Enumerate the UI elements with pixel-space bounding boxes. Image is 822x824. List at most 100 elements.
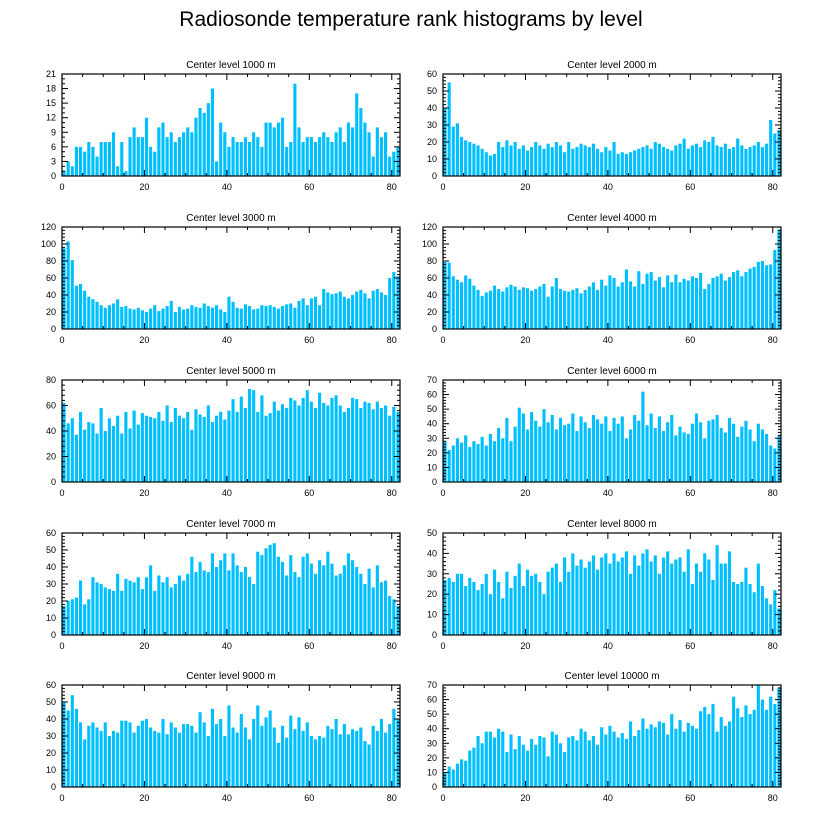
histogram-bar xyxy=(748,714,752,787)
histogram-panel-10: Center level 10000 m 0 20 40 60 80 0 10 20 30 40 50… xyxy=(427,671,782,803)
histogram-bar xyxy=(396,606,400,635)
histogram-bar xyxy=(235,307,239,329)
histogram-bar xyxy=(239,396,243,482)
histogram-bar xyxy=(563,425,567,482)
histogram-bar xyxy=(674,145,678,176)
histogram-bar xyxy=(359,289,363,329)
histogram-bar xyxy=(186,724,190,787)
histogram-bar xyxy=(313,573,318,635)
histogram-bar xyxy=(472,441,476,482)
y-tick-label: 40 xyxy=(46,562,56,572)
histogram-bar xyxy=(480,148,484,176)
y-tick-label: 60 xyxy=(427,390,437,400)
y-tick-label: 30 xyxy=(427,120,437,130)
histogram-bar xyxy=(534,289,538,329)
y-tick-label: 40 xyxy=(46,714,56,724)
histogram-bar xyxy=(223,553,227,635)
histogram-bar xyxy=(285,575,289,635)
histogram-bar xyxy=(583,145,587,176)
histogram-bar xyxy=(74,434,78,482)
histogram-bar xyxy=(120,720,124,787)
histogram-bar xyxy=(657,277,661,329)
histogram-bar xyxy=(628,152,633,176)
histogram-bar xyxy=(534,744,538,787)
histogram-bar xyxy=(674,274,678,329)
histogram-bar xyxy=(765,143,769,176)
histogram-bar xyxy=(202,112,206,176)
histogram-bar xyxy=(99,730,103,787)
histogram-bar xyxy=(575,565,579,635)
histogram-bar xyxy=(70,695,74,787)
histogram-bar xyxy=(264,306,268,329)
histogram-bar xyxy=(268,413,272,482)
x-tick-label: 20 xyxy=(139,793,149,803)
histogram-bar xyxy=(682,571,686,635)
y-tick-label: 20 xyxy=(427,753,437,763)
histogram-bar xyxy=(103,431,107,482)
histogram-bar xyxy=(694,413,699,482)
histogram-bar xyxy=(530,738,534,787)
histogram-bar xyxy=(773,133,777,176)
histogram-bar xyxy=(149,308,153,329)
histogram-bar xyxy=(252,719,256,787)
histogram-bar xyxy=(62,402,66,482)
histogram-bar xyxy=(83,604,87,635)
histogram-bar xyxy=(744,567,748,635)
histogram-bar xyxy=(272,306,276,329)
histogram-bar xyxy=(62,171,66,176)
histogram-bar xyxy=(678,282,682,329)
y-tick-label: 30 xyxy=(46,731,56,741)
histogram-bar xyxy=(144,719,149,787)
histogram-bar xyxy=(210,422,215,482)
histogram-bar xyxy=(144,415,149,482)
histogram-bar xyxy=(736,584,740,635)
y-tick-label: 3 xyxy=(51,156,56,166)
histogram-bar xyxy=(571,736,575,787)
x-tick-label: 0 xyxy=(440,793,445,803)
histogram-bar xyxy=(476,736,480,787)
y-tick-label: 60 xyxy=(46,401,56,411)
histogram-bar xyxy=(107,589,111,635)
histogram-bar xyxy=(505,571,509,635)
histogram-bar xyxy=(744,420,748,482)
histogram-bar xyxy=(579,293,583,329)
histogram-bar xyxy=(451,126,455,176)
histogram-bar xyxy=(190,556,194,635)
histogram-bar xyxy=(206,306,210,329)
histogram-bar xyxy=(177,575,182,635)
histogram-bar xyxy=(509,145,513,176)
histogram-bar xyxy=(682,731,686,787)
histogram-bar xyxy=(612,417,616,482)
x-tick-label: 0 xyxy=(59,182,64,192)
histogram-bar xyxy=(575,288,579,329)
histogram-bar xyxy=(525,288,530,329)
histogram-bar xyxy=(472,581,476,635)
x-tick-label: 0 xyxy=(59,335,64,345)
histogram-bar xyxy=(227,146,231,176)
histogram-bar xyxy=(124,578,128,635)
histogram-bar xyxy=(66,601,70,635)
histogram-bar xyxy=(285,146,289,176)
histogram-bar xyxy=(116,573,120,635)
histogram-bar xyxy=(280,117,285,176)
histogram-bar xyxy=(694,278,699,329)
histogram-bar xyxy=(247,142,252,176)
panel-title: Center level 3000 m xyxy=(186,213,276,224)
histogram-bar xyxy=(715,276,719,329)
histogram-bar xyxy=(546,143,550,176)
histogram-bar xyxy=(637,420,641,482)
histogram-bar xyxy=(103,722,107,787)
histogram-bar xyxy=(497,142,501,176)
histogram-bar xyxy=(272,127,276,176)
histogram-bar xyxy=(215,415,219,482)
histogram-bar xyxy=(280,725,285,787)
histogram-bar xyxy=(231,399,235,483)
x-tick-label: 60 xyxy=(685,335,695,345)
histogram-bar xyxy=(736,270,740,329)
histogram-bar xyxy=(616,286,620,329)
y-tick-label: 60 xyxy=(427,695,437,705)
histogram-bar xyxy=(542,148,546,176)
histogram-bar xyxy=(488,433,492,482)
histogram-bar xyxy=(107,418,111,482)
histogram-bar xyxy=(744,705,748,787)
